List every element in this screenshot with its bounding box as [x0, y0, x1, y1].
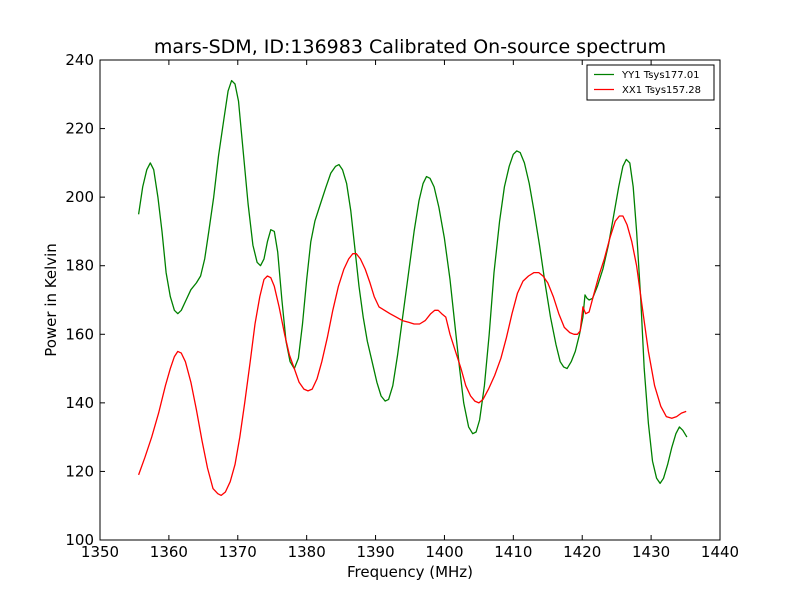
x-tick-label: 1380: [288, 543, 326, 561]
axes-frame: [99, 59, 721, 541]
x-tick-label: 1390: [356, 543, 394, 561]
y-tick-label: 100: [65, 531, 94, 549]
y-tick-label: 120: [65, 462, 94, 480]
legend-box: [586, 64, 715, 101]
x-tick-label: 1400: [425, 543, 463, 561]
x-tick-label: 1370: [219, 543, 257, 561]
legend-label-yy1: YY1 Tsys177.01: [621, 70, 700, 81]
x-tick-label: 1360: [150, 543, 188, 561]
x-tick-label: 1430: [632, 543, 670, 561]
y-tick-label: 240: [65, 51, 94, 69]
x-axis-label: Frequency (MHz): [347, 563, 473, 581]
series-line-yy1: [137, 79, 688, 485]
y-axis-label: Power in Kelvin: [42, 243, 60, 357]
ticks-layer: 1350 1360 1370 1380 1390 1400 1410 1420 1430 1440…: [65, 51, 739, 561]
y-tick-label: 200: [65, 188, 94, 206]
legend-label-xx1: XX1 Tsys157.28: [622, 85, 701, 96]
x-tick-label: 1410: [494, 543, 532, 561]
series-line-xx1: [137, 215, 687, 497]
y-tick-label: 160: [65, 325, 94, 343]
chart-title: mars-SDM, ID:136983 Calibrated On-source…: [154, 36, 666, 58]
series-layer: [137, 79, 688, 497]
plot-area: 1350 1360 1370 1380 1390 1400 1410 1420 1430 1440…: [65, 51, 739, 561]
legend: YY1 Tsys177.01 XX1 Tsys157.28: [586, 64, 715, 101]
x-tick-label: 1420: [563, 543, 601, 561]
x-tick-label: 1350: [81, 543, 119, 561]
axes-background: [100, 60, 720, 540]
y-tick-label: 180: [65, 257, 94, 275]
y-tick-label: 220: [65, 120, 94, 138]
x-tick-label: 1440: [701, 543, 739, 561]
y-tick-label: 140: [65, 394, 94, 412]
